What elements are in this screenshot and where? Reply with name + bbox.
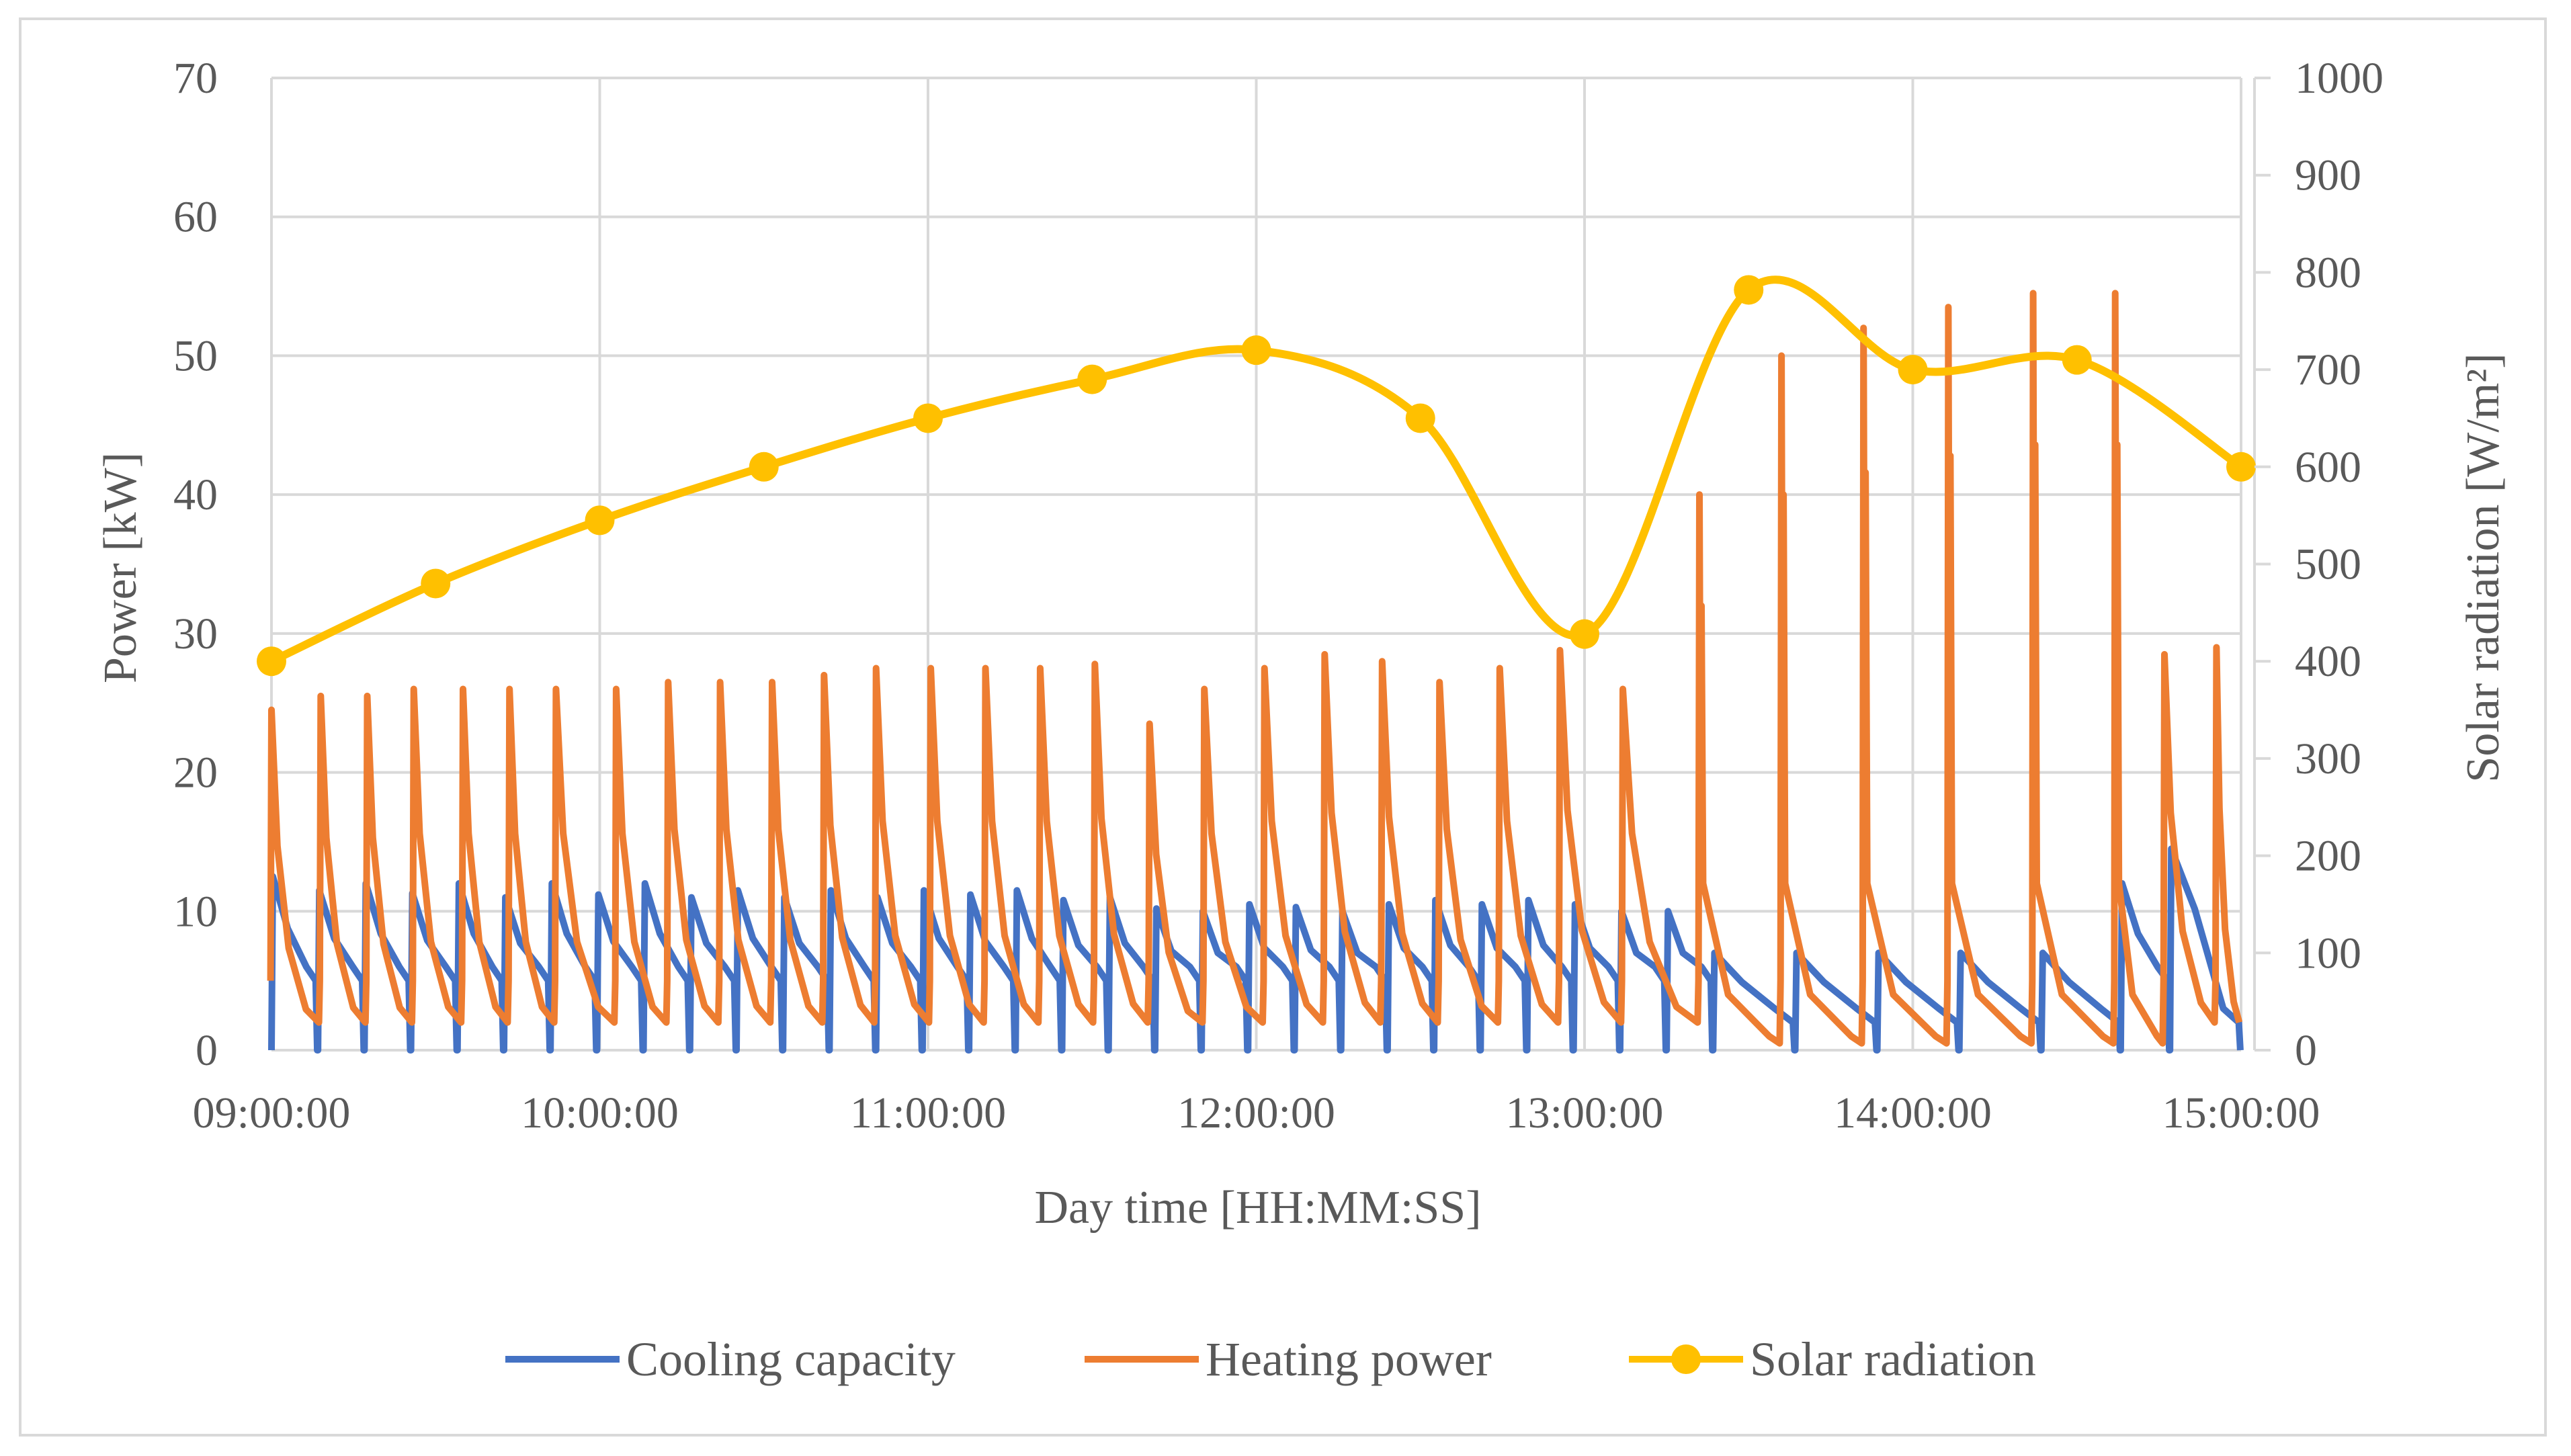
y2-tick-label: 500 <box>2295 540 2361 589</box>
y-tick-label: 40 <box>173 470 218 519</box>
x-tick-label: 15:00:00 <box>2162 1088 2320 1138</box>
chart-frame <box>19 17 2547 1437</box>
x-tick-label: 13:00:00 <box>1506 1088 1664 1138</box>
solar-radiation-point <box>2062 345 2092 375</box>
solar-radiation-point <box>1898 355 1928 385</box>
solar-radiation-point <box>749 452 779 482</box>
solar-radiation-point <box>2226 452 2256 482</box>
solar-radiation-point <box>913 403 943 433</box>
legend-label-heating: Heating power <box>1206 1332 1492 1386</box>
solar-radiation-point <box>1570 619 1599 649</box>
solar-radiation-series <box>257 275 2256 677</box>
y-tick-label: 70 <box>173 54 218 103</box>
solar-radiation-point <box>257 646 286 677</box>
x-tick-label: 11:00:00 <box>850 1088 1006 1138</box>
x-tick-label: 09:00:00 <box>193 1088 351 1138</box>
x-axis-title: Day time [HH:MM:SS] <box>1035 1182 1482 1234</box>
heating-power-line <box>267 290 2243 1047</box>
y2-tick-label: 100 <box>2295 929 2361 978</box>
legend-label-solar: Solar radiation <box>1750 1332 2036 1386</box>
legend-item-cooling: Cooling capacity <box>505 1332 956 1386</box>
left-axis-ticks: 0 10 20 30 40 50 60 70 <box>173 54 218 1075</box>
y-tick-label: 10 <box>173 887 218 936</box>
y2-tick-label: 400 <box>2295 637 2361 686</box>
y2-tick-label: 900 <box>2295 151 2361 200</box>
x-axis-ticks: 09:00:00 10:00:00 11:00:00 12:00:00 13:00:00… <box>193 1088 2320 1138</box>
legend-label-cooling: Cooling capacity <box>626 1332 956 1386</box>
y-tick-label: 30 <box>173 609 218 658</box>
solar-radiation-point <box>1734 275 1764 305</box>
solar-radiation-point <box>421 568 451 599</box>
y2-axis-title: Solar radiation [W/m²] <box>2457 353 2509 782</box>
x-tick-label: 10:00:00 <box>521 1088 679 1138</box>
legend-item-heating: Heating power <box>1085 1332 1492 1386</box>
solar-radiation-point <box>1405 403 1435 433</box>
y-tick-label: 60 <box>173 193 218 242</box>
y-tick-label: 0 <box>196 1026 218 1075</box>
legend: Cooling capacity Heating power Solar rad… <box>505 1332 2036 1386</box>
y-axis-title: Power [kW] <box>95 452 146 683</box>
y2-tick-label: 1000 <box>2295 54 2384 103</box>
solar-radiation-point <box>585 505 615 536</box>
y2-tick-label: 200 <box>2295 832 2361 881</box>
legend-item-solar: Solar radiation <box>1629 1332 2036 1386</box>
y2-tick-label: 300 <box>2295 734 2361 783</box>
y2-tick-label: 800 <box>2295 248 2361 297</box>
right-axis-ticks: 0 100 200 300 400 500 600 700 800 900 1000 <box>2254 54 2384 1075</box>
solar-radiation-point <box>1241 335 1271 366</box>
y-tick-label: 20 <box>173 748 218 798</box>
x-tick-label: 12:00:00 <box>1177 1088 1335 1138</box>
legend-marker-solar <box>1671 1344 1701 1374</box>
x-tick-label: 14:00:00 <box>1834 1088 1992 1138</box>
y2-tick-label: 700 <box>2295 345 2361 394</box>
y2-tick-label: 0 <box>2295 1026 2317 1075</box>
solar-radiation-point <box>1077 364 1107 394</box>
heating-power-series <box>267 290 2243 1047</box>
y2-tick-label: 600 <box>2295 443 2361 492</box>
y-tick-label: 50 <box>173 331 218 380</box>
